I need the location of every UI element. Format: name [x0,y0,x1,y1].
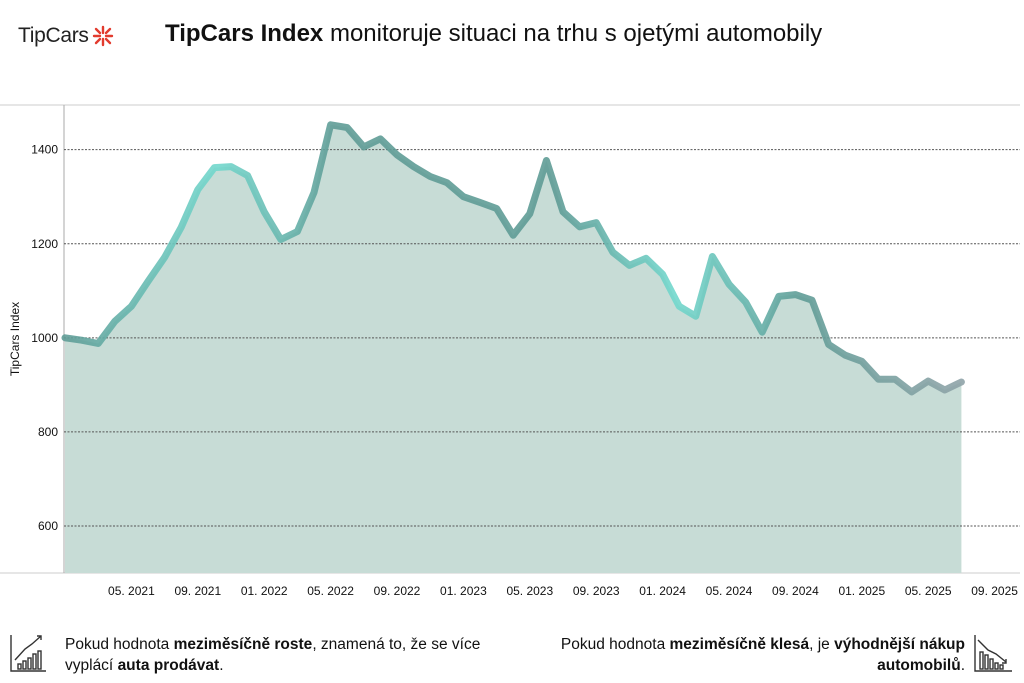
logo-text: TipCars [18,24,89,47]
tipcars-index-chart: 600 800 1000 1200 1400 05. 2021 09. 2021 01. 20… [0,104,1020,598]
x-tick-label: 05. 2024 [706,584,753,598]
x-tick-label: 01. 2025 [838,584,885,598]
title-bold: TipCars Index [165,20,324,47]
x-tick-label: 09. 2023 [573,584,620,598]
y-tick-label: 1200 [31,237,58,251]
y-tick-label: 600 [38,519,58,533]
y-tick-label: 800 [38,425,58,439]
x-tick-label: 05. 2025 [905,584,952,598]
x-tick-label: 09. 2024 [772,584,819,598]
rising-chart-icon [10,635,46,672]
x-tick-label: 09. 2022 [374,584,421,598]
x-tick-label: 05. 2022 [307,584,354,598]
x-tick-label: 01. 2023 [440,584,487,598]
logo-star-icon [92,25,113,47]
page-title: TipCars Index monitoruje situaci na trhu… [165,20,822,48]
x-tick-label: 09. 2025 [971,584,1018,598]
y-tick-label: 1400 [31,143,58,157]
x-tick-label: 05. 2021 [108,584,155,598]
tipcars-logo: TipCars [18,24,114,48]
x-tick-label: 05. 2023 [506,584,553,598]
falling-chart-icon [974,635,1012,672]
x-tick-label: 09. 2021 [174,584,221,598]
y-tick-label: 1000 [31,331,58,345]
y-axis-label: TipCars Index [8,302,22,376]
index-line [61,121,965,396]
title-rest: monitoruje situaci na trhu s ojetými aut… [323,20,823,47]
x-tick-label: 01. 2022 [241,584,288,598]
x-tick-label: 01. 2024 [639,584,686,598]
note-rising: Pokud hodnota meziměsíčně roste, znamená… [65,636,481,674]
note-falling: Pokud hodnota meziměsíčně klesá, je výho… [560,636,965,674]
